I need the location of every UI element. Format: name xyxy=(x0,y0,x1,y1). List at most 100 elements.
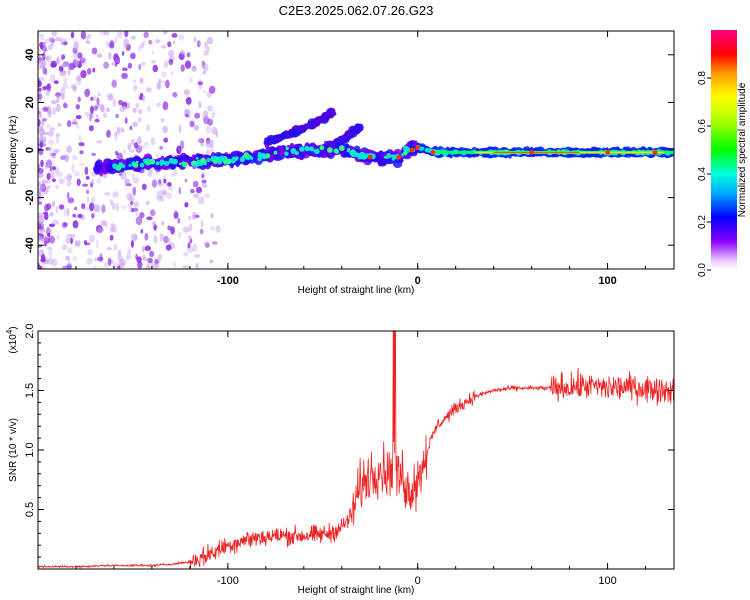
noise-blob xyxy=(160,118,165,122)
noise-blob xyxy=(97,227,103,233)
noise-blob xyxy=(57,123,62,127)
trace-core xyxy=(356,152,360,157)
noise-blob xyxy=(132,107,137,113)
noise-blob xyxy=(46,229,52,233)
noise-blob xyxy=(192,243,198,252)
noise-blob xyxy=(170,71,174,76)
noise-blob xyxy=(118,172,122,176)
noise-blob xyxy=(58,66,64,72)
noise-blob xyxy=(63,41,68,46)
noise-blob xyxy=(52,219,59,225)
noise-blob xyxy=(198,101,202,109)
noise-blob xyxy=(124,117,128,124)
noise-blob xyxy=(49,211,54,217)
noise-blob xyxy=(72,256,78,262)
noise-blob xyxy=(132,121,138,127)
noise-blob xyxy=(173,169,178,176)
noise-blob xyxy=(147,169,152,178)
noise-blob xyxy=(146,124,150,131)
noise-blob xyxy=(173,211,179,219)
noise-blob xyxy=(100,105,106,113)
colorbar-gradient xyxy=(711,30,737,270)
trace-peak xyxy=(652,150,658,155)
noise-blob xyxy=(111,202,117,211)
noise-blob xyxy=(64,155,70,163)
spectrogram-panel: -100 0 100 -40 -20 0 20 40 Height of straight l… xyxy=(8,30,675,296)
noise-blob xyxy=(38,191,41,198)
second-branch-mark xyxy=(344,130,352,137)
noise-blob xyxy=(138,63,142,71)
noise-blob xyxy=(144,232,149,241)
noise-blob xyxy=(182,264,189,269)
trace-core xyxy=(391,154,396,159)
noise-blob xyxy=(50,62,57,68)
trace-core xyxy=(167,161,171,164)
noise-blob xyxy=(40,159,44,168)
noise-blob xyxy=(200,220,204,228)
noise-blob xyxy=(49,166,53,172)
noise-blob xyxy=(52,106,57,115)
noise-blob xyxy=(131,172,136,180)
noise-blob xyxy=(86,40,91,44)
noise-blob xyxy=(84,166,89,176)
upper-branch-mark xyxy=(274,135,283,140)
noise-blob xyxy=(39,33,45,41)
noise-blob xyxy=(93,95,97,102)
noise-blob xyxy=(197,138,205,144)
noise-blob xyxy=(163,178,167,184)
trace-core xyxy=(265,153,271,159)
noise-blob xyxy=(46,83,51,90)
noise-blob xyxy=(180,49,184,55)
noise-blob xyxy=(178,187,181,195)
noise-blob xyxy=(91,47,98,55)
noise-blob xyxy=(76,75,82,82)
noise-blob xyxy=(160,195,165,203)
noise-blob xyxy=(165,79,170,89)
noise-blob xyxy=(102,173,108,179)
noise-blob xyxy=(61,62,67,68)
noise-blob xyxy=(135,102,139,109)
noise-blob xyxy=(50,171,55,179)
noise-blob xyxy=(127,62,133,69)
noise-blob xyxy=(68,257,71,266)
noise-blob xyxy=(162,101,169,111)
noise-blob xyxy=(187,215,192,221)
noise-blob xyxy=(73,58,80,67)
noise-blob xyxy=(111,61,116,66)
noise-blob xyxy=(89,202,95,212)
noise-blob xyxy=(66,145,73,154)
noise-blob xyxy=(80,31,86,40)
noise-blob xyxy=(128,208,133,213)
trace-core xyxy=(349,150,355,156)
noise-blob xyxy=(130,35,136,40)
noise-blob xyxy=(71,154,78,161)
noise-blob xyxy=(203,241,210,246)
trace-core xyxy=(353,153,357,157)
noise-blob xyxy=(88,234,95,243)
noise-blob xyxy=(42,107,49,112)
noise-blob xyxy=(132,83,137,92)
noise-blob xyxy=(51,31,58,37)
noise-blob xyxy=(81,203,86,210)
noise-blob xyxy=(52,200,56,208)
noise-blob xyxy=(66,233,72,240)
noise-blob xyxy=(94,118,100,123)
noise-blob xyxy=(38,181,41,186)
noise-blob xyxy=(44,242,47,247)
noise-blob xyxy=(143,31,149,38)
noise-blob xyxy=(42,66,46,75)
noise-blob xyxy=(193,124,200,131)
noise-blob xyxy=(116,152,123,161)
noise-blob xyxy=(167,41,172,48)
trace-core xyxy=(319,145,325,151)
noise-blob xyxy=(137,44,142,52)
noise-blob xyxy=(84,242,91,246)
noise-blob xyxy=(38,107,42,111)
noise-blob xyxy=(149,250,155,258)
noise-blob xyxy=(38,118,41,127)
noise-blob xyxy=(114,132,118,142)
noise-blob xyxy=(163,137,169,143)
noise-blob xyxy=(41,77,46,81)
trace-core xyxy=(239,156,245,163)
noise-blob xyxy=(121,128,125,133)
